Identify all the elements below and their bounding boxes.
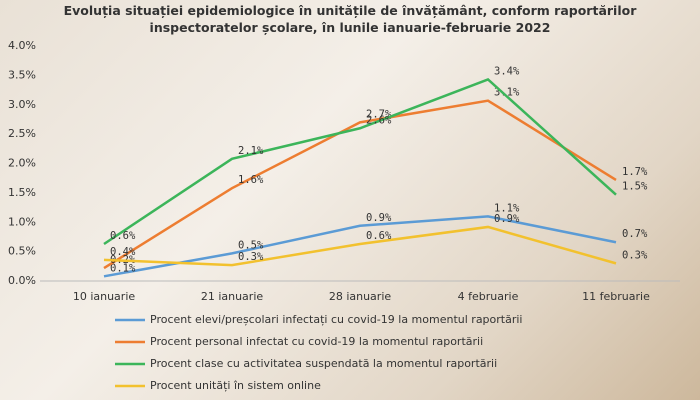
value-label: 1.1% (494, 202, 520, 214)
legend-label: Procent elevi/preșcolari infectați cu co… (150, 313, 522, 326)
x-tick-label: 28 ianuarie (329, 290, 392, 303)
value-label: 2.1% (238, 145, 264, 157)
value-label: 0.3% (238, 251, 264, 263)
series-line (103, 215, 617, 278)
value-label: 1.7% (622, 166, 648, 178)
x-tick-label: 11 februarie (582, 290, 650, 303)
series-line (103, 78, 617, 246)
value-label: 3.4% (494, 65, 520, 77)
y-tick-label: 0.5% (8, 245, 36, 258)
series-line (103, 225, 617, 267)
y-tick-label: 3.0% (8, 98, 36, 111)
x-tick-label: 4 februarie (458, 290, 519, 303)
value-label: 1.6% (238, 174, 264, 186)
legend-label: Procent clase cu activitatea suspendată … (150, 357, 497, 370)
value-label: 0.5% (238, 239, 264, 251)
y-tick-label: 0.0% (8, 274, 36, 287)
y-tick-label: 1.0% (8, 215, 36, 228)
value-label: 2.6% (366, 114, 392, 126)
series-line (103, 99, 617, 270)
y-tick-label: 2.5% (8, 127, 36, 140)
value-label: 1.5% (622, 181, 648, 193)
value-label: 0.4% (110, 246, 136, 258)
value-label: 0.9% (366, 212, 392, 224)
y-tick-label: 4.0% (8, 39, 36, 52)
y-tick-label: 1.5% (8, 186, 36, 199)
y-tick-label: 3.5% (8, 68, 36, 81)
value-label: 0.6% (366, 230, 392, 242)
value-label: 0.9% (494, 213, 520, 225)
legend-label: Procent unități în sistem online (150, 379, 321, 392)
value-label: 0.3% (622, 249, 648, 261)
value-label: 0.7% (622, 228, 648, 240)
y-tick-label: 2.0% (8, 157, 36, 170)
legend-label: Procent personal infectat cu covid-19 la… (150, 335, 483, 348)
chart-title: Evoluția situației epidemiologice în uni… (63, 3, 637, 35)
value-label: 0.1% (110, 262, 136, 274)
x-tick-label: 21 ianuarie (201, 290, 264, 303)
value-label: 0.6% (110, 230, 136, 242)
x-tick-label: 10 ianuarie (73, 290, 136, 303)
